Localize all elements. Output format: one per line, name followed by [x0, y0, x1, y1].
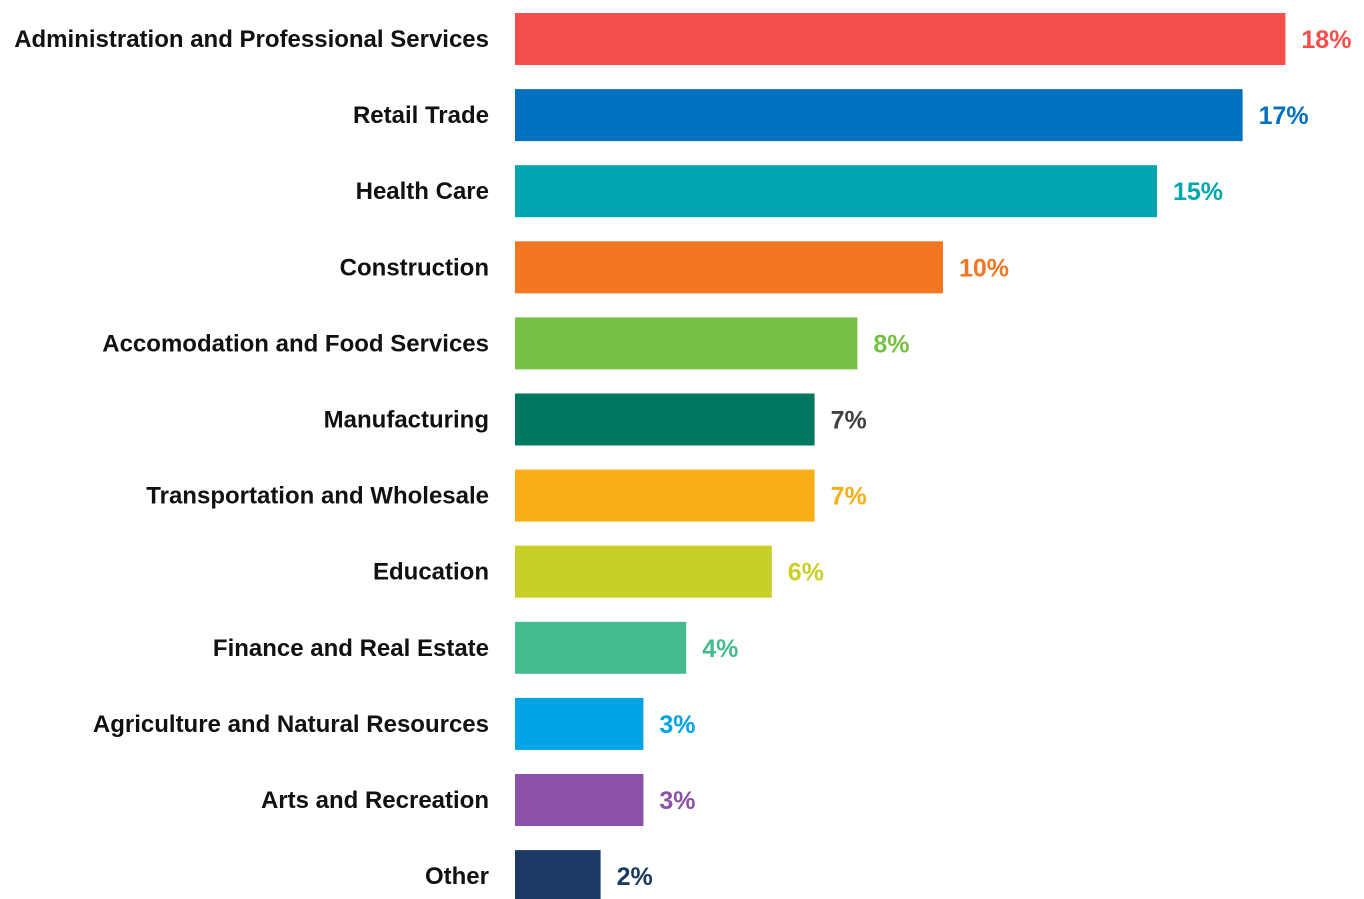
value-label-agriculture-and-natural-resources: 3%: [659, 711, 695, 739]
bar-transportation-and-wholesale: [515, 469, 815, 522]
bar-arts-and-recreation: [515, 774, 644, 826]
category-label-agriculture-and-natural-resources: Agriculture and Natural Resources: [93, 711, 489, 738]
category-label-accomodation-and-food-services: Accomodation and Food Services: [102, 330, 489, 357]
category-labels: Administration and Professional Services…: [14, 26, 489, 890]
category-label-health-care: Health Care: [356, 178, 489, 205]
value-label-health-care: 15%: [1173, 178, 1223, 206]
category-label-retail-trade: Retail Trade: [353, 102, 489, 129]
bar-accomodation-and-food-services: [515, 317, 858, 370]
value-label-finance-and-real-estate: 4%: [702, 635, 738, 663]
value-label-retail-trade: 17%: [1259, 102, 1309, 130]
category-label-transportation-and-wholesale: Transportation and Wholesale: [146, 483, 489, 510]
bar-other: [515, 850, 601, 899]
value-label-transportation-and-wholesale: 7%: [831, 483, 867, 511]
value-label-accomodation-and-food-services: 8%: [873, 330, 909, 358]
value-label-other: 2%: [617, 863, 653, 891]
bar-agriculture-and-natural-resources: [515, 697, 644, 750]
bar-construction: [515, 241, 943, 294]
category-label-arts-and-recreation: Arts and Recreation: [261, 787, 489, 814]
value-label-education: 6%: [788, 559, 824, 587]
bar-education: [515, 545, 772, 598]
bars: [515, 13, 1286, 899]
category-label-construction: Construction: [340, 254, 489, 281]
bar-manufacturing: [515, 393, 815, 446]
category-label-education: Education: [373, 559, 489, 586]
category-label-finance-and-real-estate: Finance and Real Estate: [213, 635, 489, 662]
category-label-manufacturing: Manufacturing: [324, 407, 489, 434]
bar-finance-and-real-estate: [515, 621, 687, 674]
value-label-manufacturing: 7%: [831, 407, 867, 435]
bar-health-care: [515, 165, 1157, 218]
value-labels: 18% 17% 15% 10% 8% 7% 7% 6% 4% 3% 3% 2%: [617, 26, 1352, 891]
bar-retail-trade: [515, 89, 1243, 142]
category-label-administration-and-professional-services: Administration and Professional Services: [14, 26, 489, 53]
bar-administration-and-professional-services: [515, 13, 1286, 65]
value-label-administration-and-professional-services: 18%: [1301, 26, 1351, 54]
category-label-other: Other: [425, 863, 489, 890]
value-label-arts-and-recreation: 3%: [659, 787, 695, 815]
value-label-construction: 10%: [959, 254, 1009, 282]
